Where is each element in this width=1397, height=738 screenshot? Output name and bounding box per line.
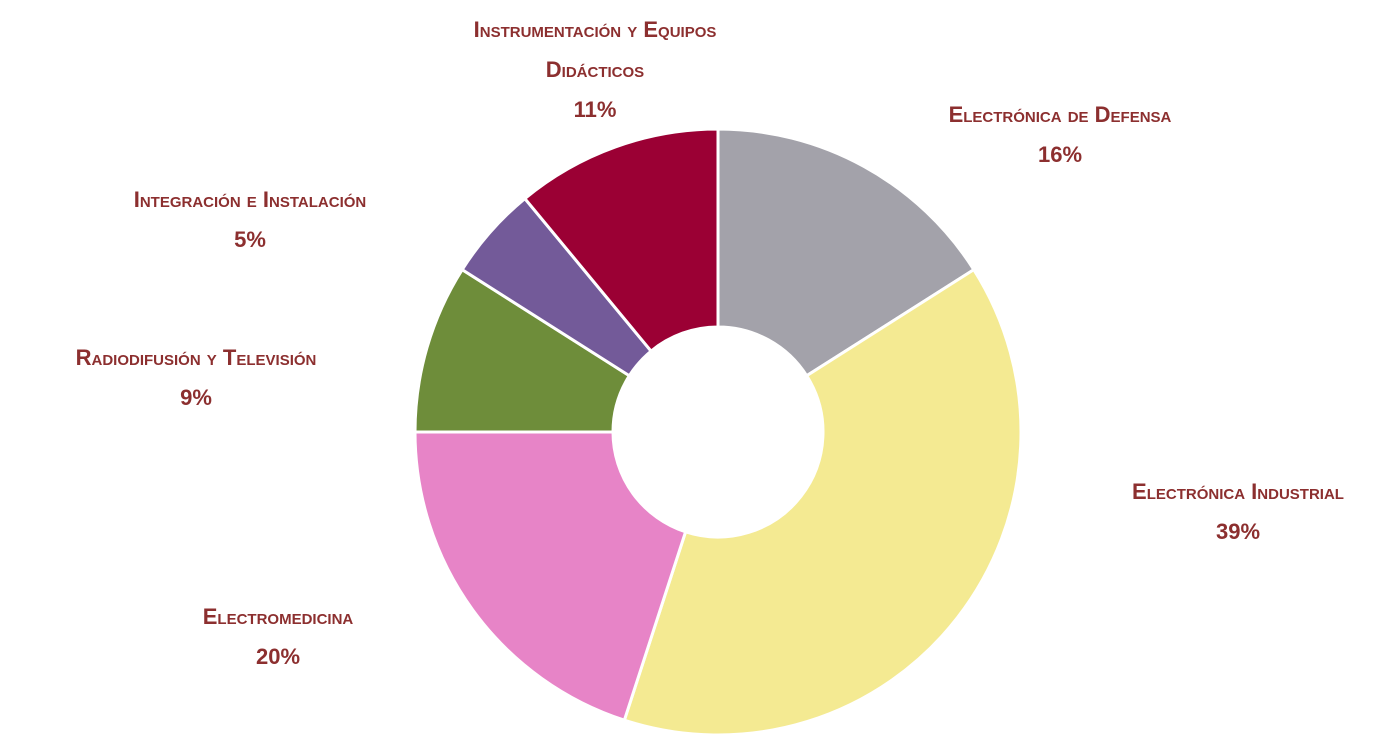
donut-slice [522,127,720,354]
donut-slice [716,127,976,378]
slice-label: Electrónica Industrial 39% [1068,472,1397,552]
category-name: Instrumentación y Equipos Didácticos [473,17,717,82]
donut-slice [622,267,1023,737]
slice-label: Electromedicina 20% [128,597,428,677]
category-name: Electromedicina [202,604,354,629]
value-label: 11% [573,97,617,122]
slice-label: Instrumentación y Equipos Didácticos 11% [450,10,740,130]
category-name: Radiodifusión y Televisión [75,345,317,370]
value-label: 5% [234,227,266,252]
value-label: 20% [255,644,301,669]
donut-slice [413,430,688,723]
slice-label: Radiodifusión y Televisión 9% [0,338,396,418]
donut-slice [413,267,632,434]
value-label: 9% [180,385,212,410]
value-label: 39% [1215,519,1261,544]
value-label: 16% [1037,142,1083,167]
category-name: Electrónica de Defensa [948,102,1172,127]
category-name: Integración e Instalación [133,187,367,212]
category-name: Electrónica Industrial [1132,479,1344,504]
slice-label: Electrónica de Defensa 16% [910,95,1210,175]
slice-label: Integración e Instalación 5% [50,180,450,260]
